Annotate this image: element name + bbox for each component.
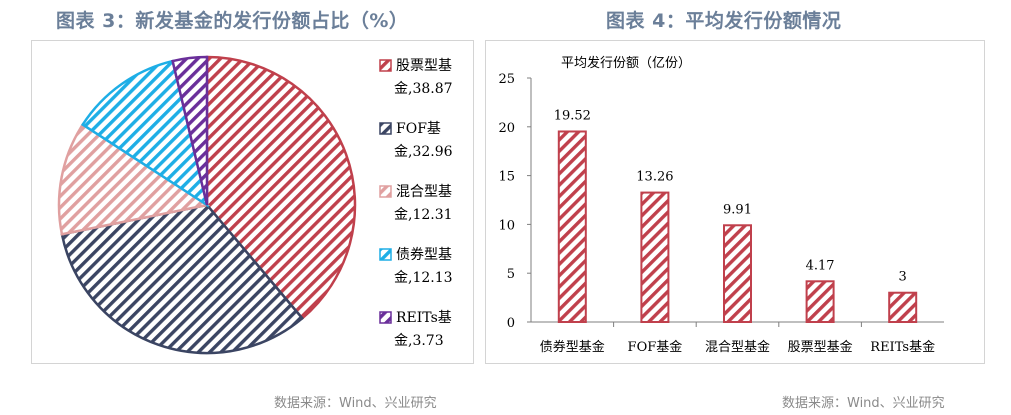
bar-value-label: 3 bbox=[899, 270, 907, 285]
pie-slice bbox=[205, 55, 357, 321]
pie-chart-panel: 股票型基 金,38.87 FOF基 金,32.96 混合型基 金,12.31 债券型基 金,1… bbox=[31, 40, 474, 364]
bar bbox=[888, 291, 918, 324]
bar bbox=[557, 130, 587, 323]
bar bbox=[805, 280, 835, 323]
legend-swatch bbox=[379, 185, 392, 198]
bar-chart: 平均发行份额（亿份） 0 5 10 15 20 25 19.52 债券型基金 13.26 FOF基金… bbox=[498, 55, 944, 355]
x-tick-label: 混合型基金 bbox=[705, 339, 770, 355]
bar bbox=[640, 191, 670, 323]
y-tick-label: 25 bbox=[498, 72, 515, 87]
bar-source-note: 数据来源：Wind、兴业研究 bbox=[782, 396, 945, 411]
x-tick-label: 股票型基金 bbox=[788, 339, 853, 355]
x-tick-label: FOF基金 bbox=[628, 339, 683, 355]
legend-item: 股票型基金,38.87 bbox=[379, 57, 453, 97]
legend-label: REITs基 bbox=[396, 309, 452, 326]
legend-item: 混合型基金,12.31 bbox=[379, 183, 453, 223]
legend-label: 金,12.31 bbox=[394, 207, 453, 223]
pie-slice bbox=[171, 55, 209, 206]
legend-item: 债券型基金,12.13 bbox=[379, 246, 453, 286]
legend-label: FOF基 bbox=[396, 120, 441, 137]
bar-chart-inner-title: 平均发行份额（亿份） bbox=[561, 55, 691, 71]
pie-slice bbox=[81, 59, 209, 208]
bar-value-label: 4.17 bbox=[806, 258, 835, 273]
legend-swatch bbox=[379, 122, 392, 135]
legend-swatch bbox=[379, 311, 392, 324]
bar bbox=[723, 224, 752, 323]
bar-chart-panel: 平均发行份额（亿份） 0 5 10 15 20 25 19.52 债券型基金 13.26 FOF基金… bbox=[485, 40, 985, 364]
legend-label: 金,12.13 bbox=[394, 270, 453, 286]
legend-swatch bbox=[379, 59, 392, 72]
bar-chart-title: 图表 4：平均发行份额情况 bbox=[606, 10, 842, 32]
y-tick-label: 20 bbox=[498, 121, 515, 136]
legend-label: 债券型基 bbox=[396, 246, 452, 263]
pie-chart-title: 图表 3：新发基金的发行份额占比（%） bbox=[56, 10, 409, 32]
x-tick-label: REITs基金 bbox=[870, 339, 935, 355]
y-tick-label: 5 bbox=[507, 267, 515, 282]
pie-source-note: 数据来源：Wind、兴业研究 bbox=[274, 396, 437, 411]
bar-value-label: 19.52 bbox=[554, 108, 591, 123]
pie-slice bbox=[60, 203, 305, 355]
x-tick-label: 债券型基金 bbox=[540, 339, 605, 355]
legend-label: 金,38.87 bbox=[394, 81, 453, 97]
legend-label: 股票型基 bbox=[396, 57, 452, 74]
legend-label: 混合型基 bbox=[396, 183, 452, 200]
legend-item: FOF基金,32.96 bbox=[379, 120, 453, 160]
bar-value-label: 9.91 bbox=[723, 202, 752, 217]
y-tick-label: 0 bbox=[507, 316, 515, 331]
legend-label: 金,32.96 bbox=[394, 144, 453, 160]
pie-slice bbox=[57, 122, 211, 236]
bar-value-label: 13.26 bbox=[636, 170, 673, 185]
legend-item: REITs基金,3.73 bbox=[379, 309, 452, 349]
y-tick-label: 10 bbox=[498, 218, 515, 233]
legend-label: 金,3.73 bbox=[394, 333, 444, 349]
y-tick-label: 15 bbox=[498, 170, 515, 185]
pie-chart: 股票型基金,38.87FOF基金,32.96混合型基金,12.31债券型基金,1… bbox=[57, 55, 453, 355]
legend-swatch bbox=[379, 248, 392, 261]
